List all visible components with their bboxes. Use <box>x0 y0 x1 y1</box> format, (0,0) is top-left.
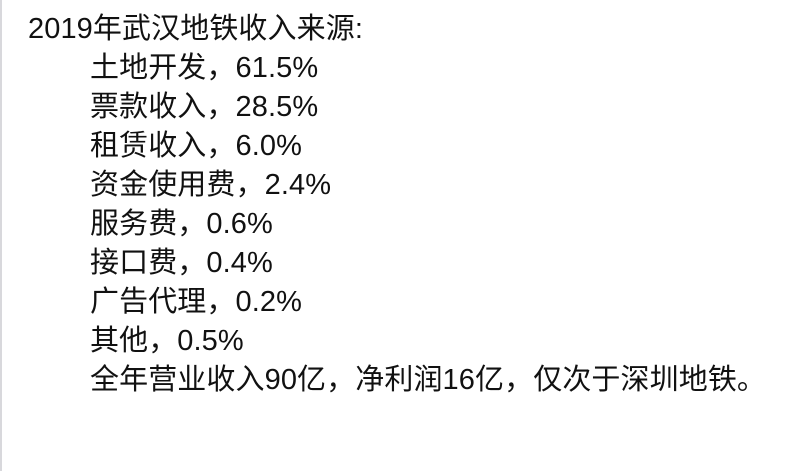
revenue-item-service-fee: 服务费，0.6% <box>90 208 273 240</box>
revenue-item-capital-usage-fee: 资金使用费，2.4% <box>90 169 332 201</box>
revenue-item-land-development: 土地开发，61.5% <box>90 52 319 84</box>
revenue-breakdown-text: 2019年武汉地铁收入来源: 土地开发，61.5% 票款收入，28.5% 租赁收… <box>28 10 780 400</box>
revenue-item-ticket-revenue: 票款收入，28.5% <box>90 91 319 123</box>
summary-paragraph: 全年营业收入90亿，净利润16亿，仅次于深圳地铁。 <box>90 364 767 396</box>
revenue-item-leasing-revenue: 租赁收入，6.0% <box>90 130 302 162</box>
revenue-item-advertising-agency: 广告代理，0.2% <box>90 286 302 318</box>
document-title: 2019年武汉地铁收入来源: <box>28 13 363 45</box>
revenue-item-interface-fee: 接口费，0.4% <box>90 247 273 279</box>
revenue-item-other: 其他，0.5% <box>90 325 244 357</box>
